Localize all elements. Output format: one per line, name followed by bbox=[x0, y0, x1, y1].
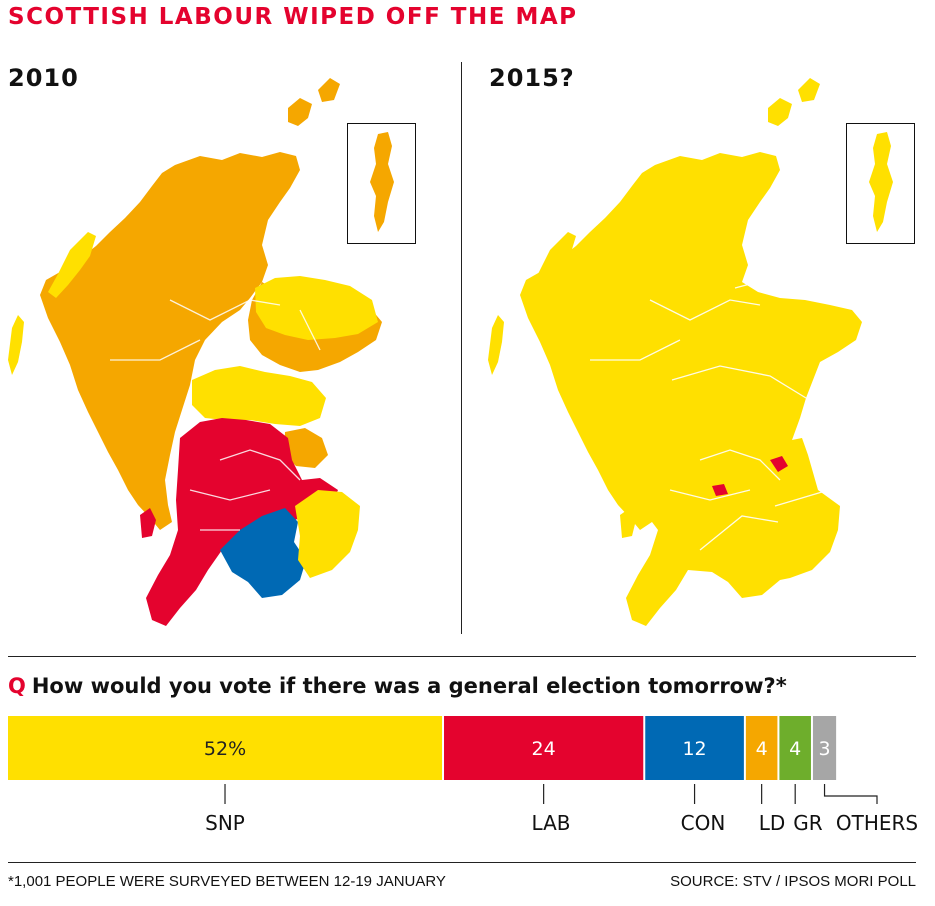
map-2010-borders bbox=[295, 490, 360, 578]
map-2010-western-isles bbox=[48, 232, 96, 298]
value-label-others: 3 bbox=[818, 738, 830, 760]
category-label-others: OTHERS bbox=[836, 811, 918, 835]
bar-ld bbox=[745, 716, 778, 780]
category-label-ld: LD bbox=[759, 811, 786, 835]
map-2010-highlands bbox=[40, 152, 300, 530]
map-2010-dumfriesshire bbox=[220, 508, 306, 598]
map-2015-western-isles bbox=[528, 232, 576, 298]
category-label-con: CON bbox=[681, 811, 726, 835]
map-2010-fife bbox=[284, 428, 328, 468]
question: Q How would you vote if there was a gener… bbox=[8, 674, 787, 698]
footnote: *1,001 PEOPLE WERE SURVEYED BETWEEN 12-1… bbox=[8, 873, 446, 890]
maps-divider bbox=[461, 62, 462, 634]
bar-snp bbox=[8, 716, 443, 780]
bar-con bbox=[645, 716, 744, 780]
map-2010-shetland-inset bbox=[347, 123, 416, 244]
map-2010-arran bbox=[140, 508, 156, 538]
value-label-ld: 4 bbox=[756, 738, 768, 760]
map-2015-arran bbox=[620, 508, 636, 538]
value-label-gr: 4 bbox=[789, 738, 801, 760]
map-2010-perthshire bbox=[192, 366, 326, 426]
map-2015-mainland bbox=[520, 152, 862, 626]
value-label-con: 12 bbox=[682, 738, 706, 760]
map-2015-labour-edinburgh bbox=[770, 456, 788, 472]
map-2010-orkney bbox=[288, 78, 340, 126]
vote-share-chart: 52% SNP 24 LAB 12 CON 4 LD 4 GR 3 OTHERS bbox=[8, 716, 918, 835]
bar-lab bbox=[444, 716, 644, 780]
bottom-rule bbox=[8, 862, 916, 863]
map-2010 bbox=[8, 78, 382, 626]
map-2015-shetland-inset bbox=[846, 123, 915, 244]
bar-gr bbox=[779, 716, 811, 780]
map-2010-boundaries bbox=[110, 299, 321, 531]
map-2015-labour-glasgow bbox=[712, 484, 728, 496]
value-label-snp: 52% bbox=[204, 738, 246, 760]
map-2010-north-east bbox=[255, 276, 378, 340]
category-label-lab: LAB bbox=[531, 811, 570, 835]
category-label-snp: SNP bbox=[205, 811, 245, 835]
value-label-lab: 24 bbox=[532, 738, 556, 760]
source-credit: SOURCE: STV / IPSOS MORI POLL bbox=[670, 873, 916, 890]
bar-others bbox=[812, 716, 837, 780]
map-2015 bbox=[488, 78, 862, 626]
map-2015-shetland bbox=[869, 132, 893, 232]
question-text: How would you vote if there was a genera… bbox=[31, 674, 787, 698]
map-2010-outer-isles-south bbox=[8, 315, 24, 375]
question-marker: Q bbox=[8, 674, 26, 698]
map-2010-shetland bbox=[370, 132, 394, 232]
top-rule bbox=[8, 656, 916, 657]
headline: SCOTTISH LABOUR WIPED OFF THE MAP bbox=[8, 4, 578, 30]
leader-line-others bbox=[823, 784, 878, 804]
map-2015-orkney bbox=[768, 78, 820, 126]
category-label-gr: GR bbox=[793, 811, 822, 835]
map-2015-boundaries bbox=[590, 275, 853, 551]
map-2015-outer-isles-south bbox=[488, 315, 504, 375]
map-title-2010: 2010 bbox=[8, 64, 79, 92]
map-title-2015: 2015? bbox=[489, 64, 575, 92]
